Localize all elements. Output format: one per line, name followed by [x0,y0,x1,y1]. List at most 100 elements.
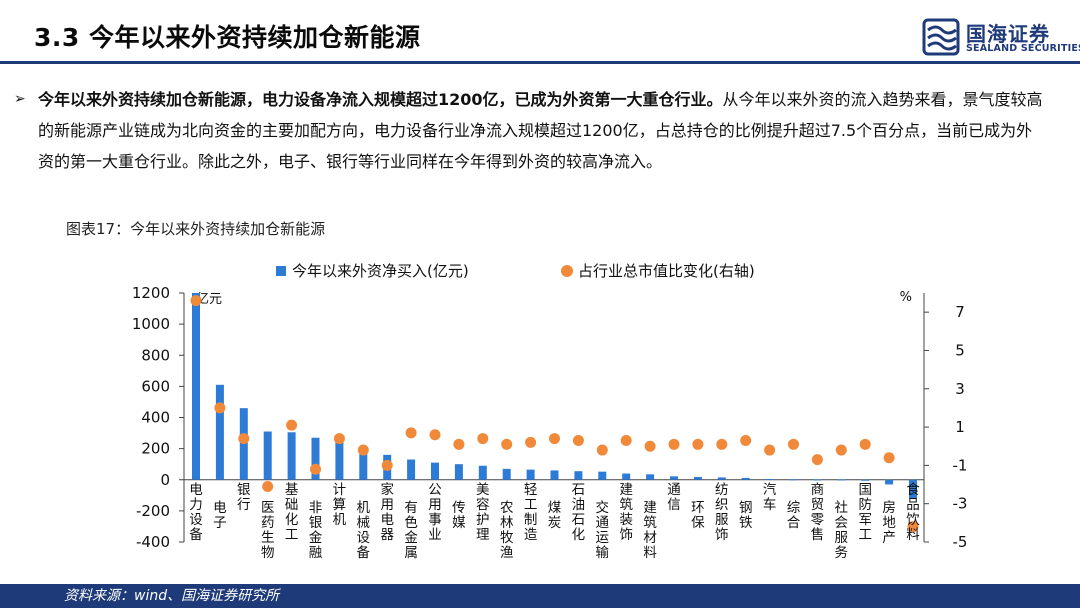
category-label-char: 防 [858,497,872,513]
legend-dot-swatch [561,265,573,277]
category-label-char: 油 [572,497,586,513]
left-axis-tick-label: 600 [141,377,170,395]
bar-23 [717,477,726,480]
dot-4 [262,480,274,492]
bullet-normal-text: 从今年以来外资的流入趋势来看，景气度较高的新能源产业链成为北向资金的主要加配方向… [38,90,1043,171]
logo-wave-icon [922,18,960,56]
bar-25 [765,478,774,480]
category-label-char: 信 [667,497,681,513]
category-label-char: 事 [428,512,442,528]
company-logo: 国海证券 SEALAND SECURITIES [922,16,1080,58]
category-label-char: 饰 [619,527,633,543]
category-label-char: 会 [835,515,849,531]
dot-15 [525,436,537,448]
category-label-char: 建 [619,482,633,498]
category-label-char: 金 [309,530,323,546]
dot-7 [333,433,345,445]
category-label-char: 石 [572,512,586,528]
category-label-char: 金 [404,530,418,546]
legend-dot-label: 占行业总市值比变化(右轴) [578,262,755,280]
category-label-char: 计 [333,482,347,498]
bar-31 [909,479,917,499]
bar-29 [861,479,870,481]
bar-19 [622,473,631,480]
category-label-char: 电 [189,482,203,498]
category-label-char: 银 [237,482,251,498]
left-axis-tick-label: 800 [141,346,170,364]
category-label-char: 农 [500,500,514,516]
bar-11 [431,462,439,480]
category-label-char: 工 [524,497,538,513]
category-label-char: 础 [285,497,299,513]
category-label-char: 保 [691,515,705,531]
category-label-char: 器 [380,527,394,543]
header-rule [0,61,896,64]
category-label-char: 石 [572,482,586,498]
category-label-char: 林 [500,515,514,531]
legend-bar-label: 今年以来外资净买入(亿元) [292,262,469,280]
category-label-char: 车 [763,496,777,513]
category-label-char: 子 [213,515,227,531]
category-label-char: 银 [309,515,323,531]
left-axis-tick-label: 1000 [132,315,170,333]
dot-31 [907,521,919,533]
bar-17 [574,471,583,480]
category-label-char: 医 [261,500,275,516]
dot-1 [190,295,202,307]
category-label-char: 产 [882,530,896,546]
category-label-char: 商 [811,482,825,498]
right-axis-tick-label: 5 [955,341,965,359]
dot-9 [381,459,393,471]
dot-6 [310,463,321,475]
dot-21 [668,438,680,450]
category-label-char: 物 [261,545,275,561]
category-label-char: 务 [835,545,849,561]
dot-8 [357,444,369,456]
dot-13 [477,433,489,445]
legend-bar-swatch [276,266,286,276]
category-label-char: 汽 [763,482,777,498]
bar-28 [837,479,846,481]
category-label-char: 运 [596,530,610,546]
bar-14 [502,468,511,480]
category-label-char: 电 [380,512,394,528]
category-label-char: 炭 [548,515,562,531]
source-note: 资料来源：wind、国海证券研究所 [64,588,280,604]
category-label-char: 售 [811,527,825,543]
category-label-char: 化 [572,527,586,543]
bar-7 [335,442,344,480]
slide-header: 3.3 今年以来外资持续加仓新能源 国海证券 SEALAND SECURITIE… [0,0,1080,66]
logo-english-name: SEALAND SECURITIES [966,43,1080,54]
chart-caption: 图表17：今年以来外资持续加仓新能源 [66,220,326,238]
bar-scatter-chart: -400 -200 0 200 400 600 800 1000 1200 -5 -3 -1 1 3 5 7 亿… [132,262,968,561]
dot-22 [692,438,704,450]
right-axis-tick-label: -1 [953,456,968,474]
bullet-paragraph: ➢ 今年以来外资持续加仓新能源，电力设备净流入规模超过1200亿，已成为外资第一… [14,84,1048,177]
left-axis-tick-label: 1200 [132,284,170,302]
category-label-char: 社 [835,500,849,516]
category-label-char: 备 [189,526,203,543]
category-label-char: 贸 [811,497,825,513]
bar-22 [693,476,702,480]
dot-11 [429,429,441,441]
category-label-char: 通 [667,482,681,498]
dot-16 [549,433,560,445]
bar-21 [670,476,678,480]
category-label-char: 基 [285,481,299,498]
bar-30 [885,479,894,485]
category-label-char: 饰 [715,527,729,543]
category-label-char: 料 [643,545,657,561]
category-label-char: 轻 [524,482,538,498]
category-label-char: 织 [715,497,729,513]
left-axis-tick-label: 400 [141,409,170,427]
category-label-char: 造 [524,527,538,543]
bar-27 [813,479,822,481]
category-label-char: 筑 [619,497,633,513]
category-label-char: 品 [906,497,920,513]
right-axis-tick-label: 1 [955,418,965,436]
category-label-char: 机 [333,512,347,528]
category-label-char: 械 [357,515,371,531]
bullet-bold-text: 今年以来外资持续加仓新能源，电力设备净流入规模超过1200亿，已成为外资第一大重… [38,90,723,109]
category-label-char: 药 [261,515,275,531]
category-label-char: 交 [596,499,610,516]
